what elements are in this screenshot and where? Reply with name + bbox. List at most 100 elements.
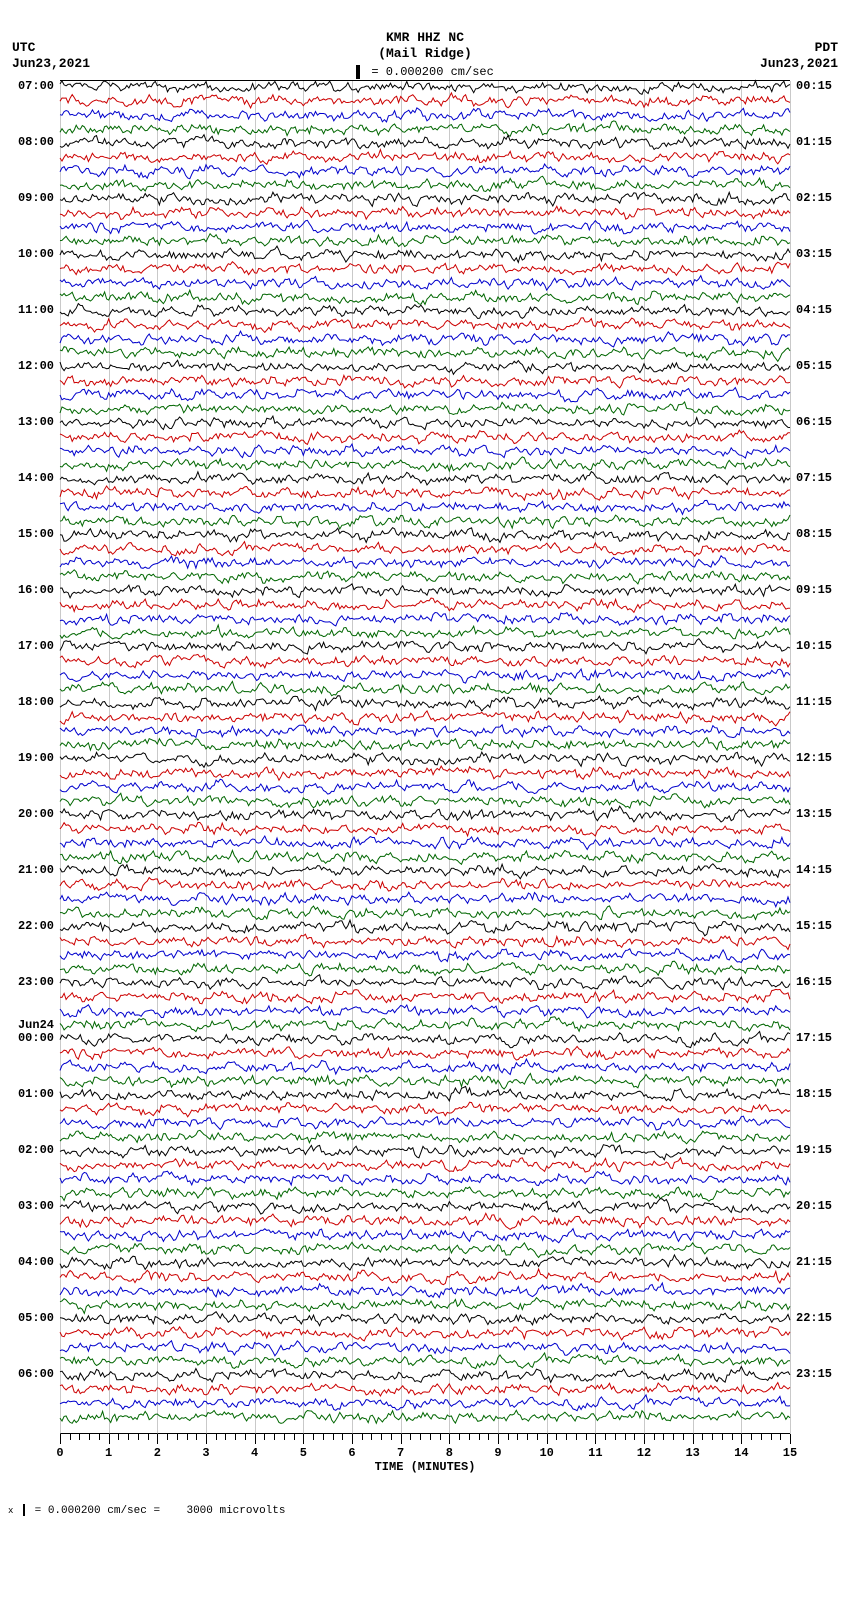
pdt-time-label: 15:15 [796,919,832,933]
waveform-trace [60,81,790,1435]
pdt-time-column: 00:1501:1502:1503:1504:1505:1506:1507:15… [792,80,850,1434]
x-tick-minor [712,1434,713,1440]
x-tick-minor [196,1434,197,1440]
pdt-time-label: 07:15 [796,471,832,485]
x-tick-minor [469,1434,470,1440]
x-tick-minor [576,1434,577,1440]
pdt-time-label: 10:15 [796,639,832,653]
x-tick-label: 0 [56,1446,63,1460]
x-tick-label: 3 [202,1446,209,1460]
utc-time-label: 21:00 [18,863,54,877]
x-tick-minor [342,1434,343,1440]
x-tick-minor [654,1434,655,1440]
pdt-time-label: 12:15 [796,751,832,765]
x-tick-minor [771,1434,772,1440]
x-tick-minor [625,1434,626,1440]
pdt-time-label: 08:15 [796,527,832,541]
utc-time-label: 11:00 [18,303,54,317]
x-tick-minor [459,1434,460,1440]
x-tick-minor [167,1434,168,1440]
utc-header: UTC Jun23,2021 [12,40,90,71]
utc-time-label: 23:00 [18,975,54,989]
x-tick-minor [517,1434,518,1440]
x-tick-minor [751,1434,752,1440]
x-tick [352,1434,353,1444]
pdt-time-label: 17:15 [796,1031,832,1045]
x-tick [157,1434,158,1444]
utc-time-label: 08:00 [18,135,54,149]
x-tick-label: 7 [397,1446,404,1460]
utc-time-label: 09:00 [18,191,54,205]
x-tick-minor [138,1434,139,1440]
x-tick-minor [216,1434,217,1440]
x-tick [741,1434,742,1444]
utc-time-label: 20:00 [18,807,54,821]
x-tick-label: 14 [734,1446,748,1460]
x-tick-minor [225,1434,226,1440]
x-tick-minor [537,1434,538,1440]
x-tick-minor [70,1434,71,1440]
x-tick-minor [586,1434,587,1440]
scale-text: = 0.000200 cm/sec [371,65,493,79]
x-tick [693,1434,694,1444]
x-tick-minor [381,1434,382,1440]
plot-wrap: 07:0008:0009:0010:0011:0012:0013:0014:00… [0,80,850,1434]
x-tick [255,1434,256,1444]
x-tick-minor [615,1434,616,1440]
x-tick [109,1434,110,1444]
utc-time-label: 10:00 [18,247,54,261]
utc-time-label: 13:00 [18,415,54,429]
x-tick [206,1434,207,1444]
pdt-time-label: 14:15 [796,863,832,877]
x-tick-minor [323,1434,324,1440]
utc-time-label: 00:00 [18,1031,54,1045]
x-tick-minor [556,1434,557,1440]
x-tick-minor [420,1434,421,1440]
pdt-time-label: 05:15 [796,359,832,373]
pdt-time-label: 11:15 [796,695,832,709]
x-tick [498,1434,499,1444]
x-tick-minor [99,1434,100,1440]
pdt-time-label: 02:15 [796,191,832,205]
x-tick-minor [663,1434,664,1440]
utc-time-label: 12:00 [18,359,54,373]
x-tick-label: 8 [446,1446,453,1460]
x-tick [595,1434,596,1444]
footer-bar-icon [23,1504,25,1516]
x-tick-minor [702,1434,703,1440]
pdt-time-label: 13:15 [796,807,832,821]
utc-time-label: 05:00 [18,1311,54,1325]
x-tick-minor [479,1434,480,1440]
utc-time-column: 07:0008:0009:0010:0011:0012:0013:0014:00… [0,80,58,1434]
x-tick-label: 13 [685,1446,699,1460]
x-tick-minor [673,1434,674,1440]
pdt-time-label: 23:15 [796,1367,832,1381]
x-tick-minor [371,1434,372,1440]
x-axis-title: TIME (MINUTES) [375,1460,476,1474]
utc-time-label: 04:00 [18,1255,54,1269]
x-axis: TIME (MINUTES) 0123456789101112131415 [60,1434,790,1474]
x-tick-minor [264,1434,265,1440]
x-tick-minor [732,1434,733,1440]
x-tick [303,1434,304,1444]
utc-time-label: 18:00 [18,695,54,709]
x-tick-minor [780,1434,781,1440]
utc-time-label: 01:00 [18,1087,54,1101]
utc-time-label: 15:00 [18,527,54,541]
footer-text-b: 3000 microvolts [186,1505,285,1517]
x-tick-minor [118,1434,119,1440]
x-tick-label: 4 [251,1446,258,1460]
pdt-time-label: 09:15 [796,583,832,597]
pdt-header: PDT Jun23,2021 [760,40,838,71]
pdt-time-label: 01:15 [796,135,832,149]
x-tick [449,1434,450,1444]
x-tick-label: 2 [154,1446,161,1460]
pdt-time-label: 03:15 [796,247,832,261]
utc-time-label: 07:00 [18,79,54,93]
x-tick-minor [79,1434,80,1440]
utc-date-label: Jun23,2021 [12,56,90,72]
pdt-time-label: 21:15 [796,1255,832,1269]
pdt-date-label: Jun23,2021 [760,56,838,72]
x-tick-minor [235,1434,236,1440]
x-tick-minor [634,1434,635,1440]
